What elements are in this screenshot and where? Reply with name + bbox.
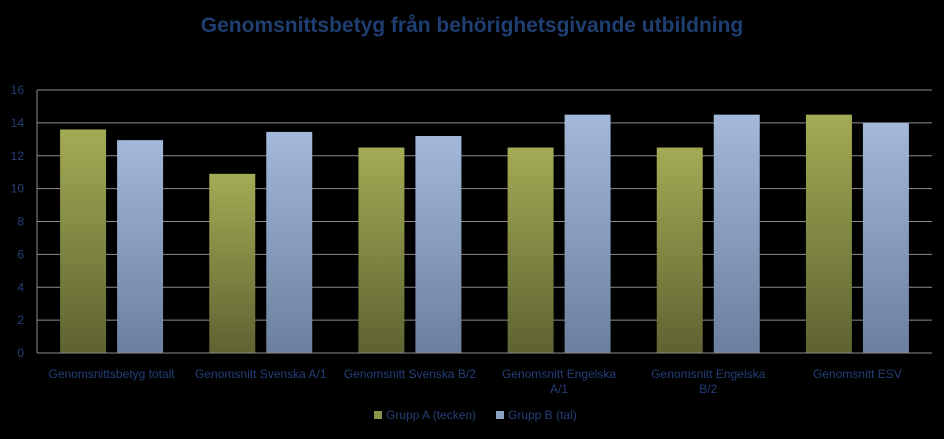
x-category-label: Genomsnitt ESV [813,367,902,381]
bar-grupp-b [862,122,909,353]
y-tick-label: 12 [11,149,25,163]
y-tick-label: 4 [17,280,24,294]
grid-lines [37,89,932,354]
legend: Grupp A (tecken) Grupp B (tal) [374,408,577,422]
legend-label: Grupp A (tecken) [386,408,476,422]
x-category-label: Genomsnittsbetyg totalt [49,367,176,381]
bar-grupp-a [805,114,852,353]
bar-grupp-a [60,129,107,353]
bar-grupp-a [507,147,554,353]
legend-label: Grupp B (tal) [508,408,577,422]
x-category-label: Genomsnitt Engelska A/1 [502,367,616,396]
y-tick-label: 10 [11,182,25,196]
bar-grupp-b [713,114,760,353]
x-category-label: Genomsnitt Svenska A/1 [195,367,327,381]
legend-swatch [496,411,504,419]
bar-grupp-b [266,131,313,353]
x-category-label: Genomsnitt Engelska B/2 [651,367,765,396]
y-tick-label: 0 [17,346,24,360]
y-tick-label: 2 [17,313,24,327]
bar-grupp-b [415,136,462,353]
y-axis: 0 2 4 6 8 10 12 14 16 [11,83,38,360]
bar-grupp-a [358,147,405,353]
bar-grupp-b [117,140,164,353]
bar-grupp-a [656,147,703,353]
x-category-label: Genomsnitt Svenska B/2 [344,367,476,381]
bars [60,114,909,353]
y-tick-label: 16 [11,83,25,97]
x-axis: Genomsnittsbetyg totalt Genomsnitt Svensk… [37,352,932,396]
bar-grupp-b [564,114,611,353]
bar-grupp-a [209,173,256,353]
y-tick-label: 14 [11,116,25,130]
legend-swatch [374,411,382,419]
chart-title: Genomsnittsbetyg från behörighetsgivande… [200,14,744,37]
y-tick-label: 6 [17,247,24,261]
y-tick-label: 8 [17,215,24,229]
